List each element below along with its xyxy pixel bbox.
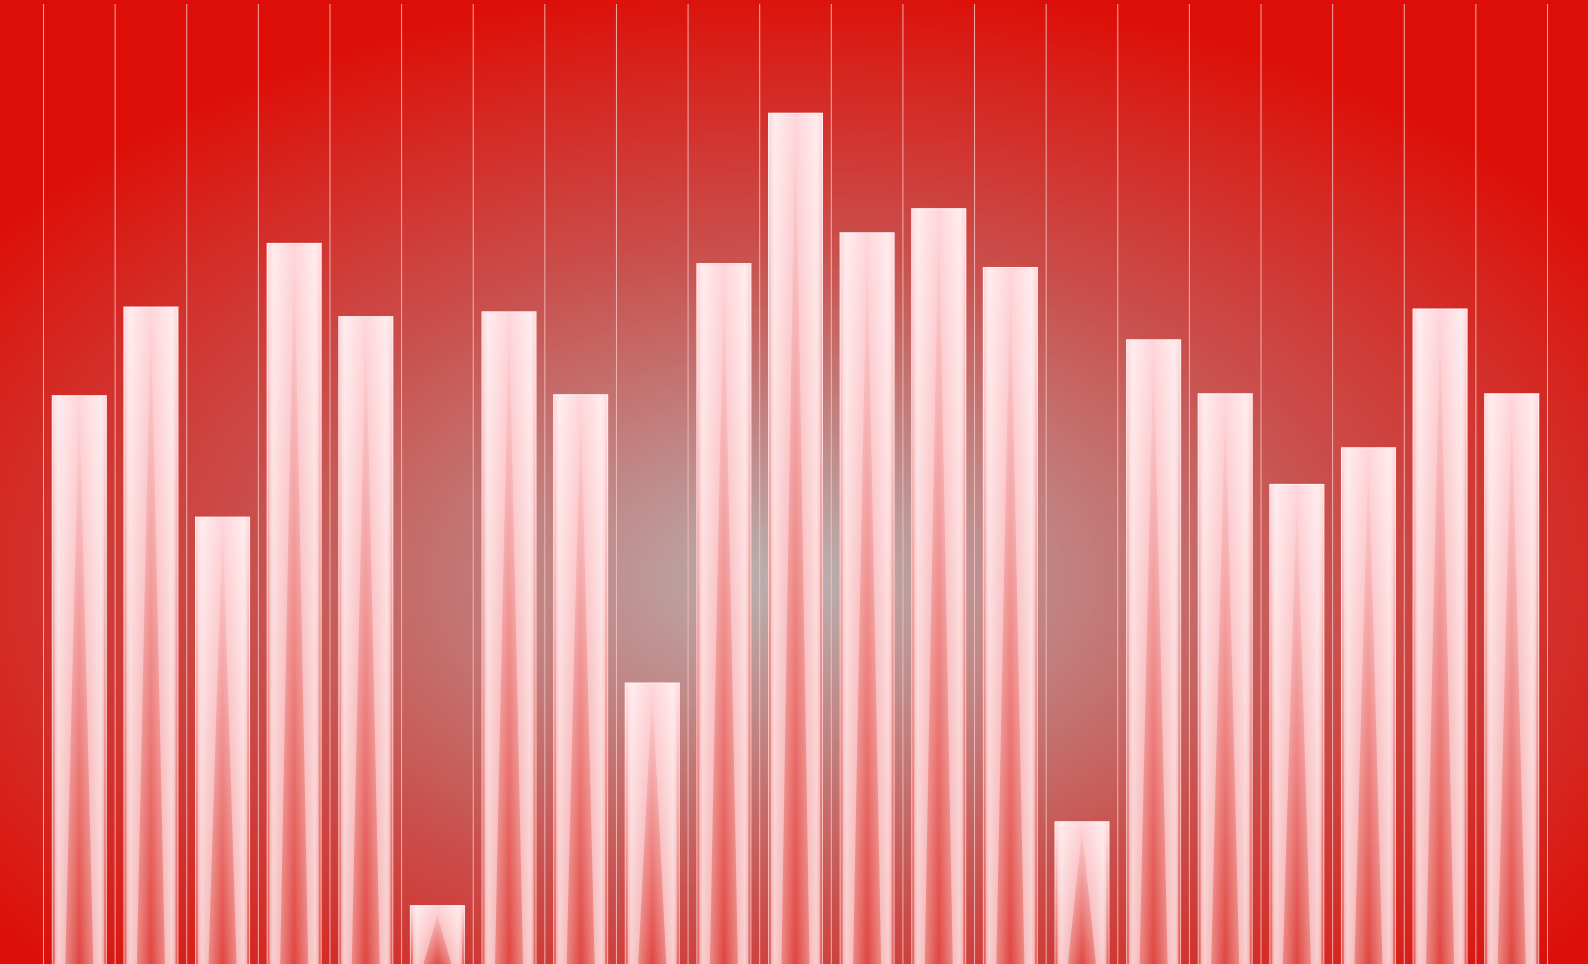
bar-sheen [1340,447,1396,964]
bar-outline [1126,339,1182,964]
bar-sheen [195,516,251,964]
bar-sheen [1054,821,1110,964]
bar-sheen [553,394,609,964]
bar-outline [1340,447,1396,964]
bar-sheen [266,242,322,964]
bar-outline [1197,393,1253,964]
bar-sheen [123,306,179,964]
bar [1412,308,1468,964]
bar [51,395,107,964]
bar-sheen [1126,339,1182,964]
bar-outline [195,516,251,964]
bar-sheen [911,208,967,964]
bar [1269,483,1325,964]
bar-outline [911,208,967,964]
bar [1340,447,1396,964]
bar-outline [839,232,895,964]
bar [195,516,251,964]
bar-outline [768,112,823,964]
bar-outline [624,682,680,964]
bar-outline [696,263,752,964]
bar-sheen [338,316,394,964]
bar-sheen [768,112,823,964]
bar-outline [338,316,394,964]
bar-sheen [1197,393,1253,964]
bar [768,112,823,964]
bar-sheen [1484,393,1540,964]
bar [982,267,1038,964]
bar-sheen [409,905,465,964]
bar-sheen [696,263,752,964]
bar-sheen [982,267,1038,964]
bar-outline [266,242,322,964]
bar [696,263,752,964]
bar-sheen [839,232,895,964]
bar-outline [553,394,609,964]
bar-outline [123,306,179,964]
bar [839,232,895,964]
bar-series [51,112,1540,964]
bar-outline [481,311,537,964]
bar [1054,821,1110,964]
bar-sheen [1269,483,1325,964]
bar [911,208,967,964]
bar [481,311,537,964]
bar [1126,339,1182,964]
bar-sheen [1412,308,1468,964]
bar [1197,393,1253,964]
bar-sheen [481,311,537,964]
bar [1484,393,1540,964]
bar-sheen [51,395,107,964]
bar-outline [1412,308,1468,964]
bar [123,306,179,964]
column-dividers [43,4,1548,964]
bar [409,905,465,964]
bar-outline [982,267,1038,964]
bar [266,242,322,964]
bar-sheen [624,682,680,964]
bar-outline [51,395,107,964]
bar-outline [1484,393,1540,964]
bar-outline [1269,483,1325,964]
bar [624,682,680,964]
bar [553,394,609,964]
bar-outline [409,905,465,964]
bar [338,316,394,964]
bar-outline [1054,821,1110,964]
